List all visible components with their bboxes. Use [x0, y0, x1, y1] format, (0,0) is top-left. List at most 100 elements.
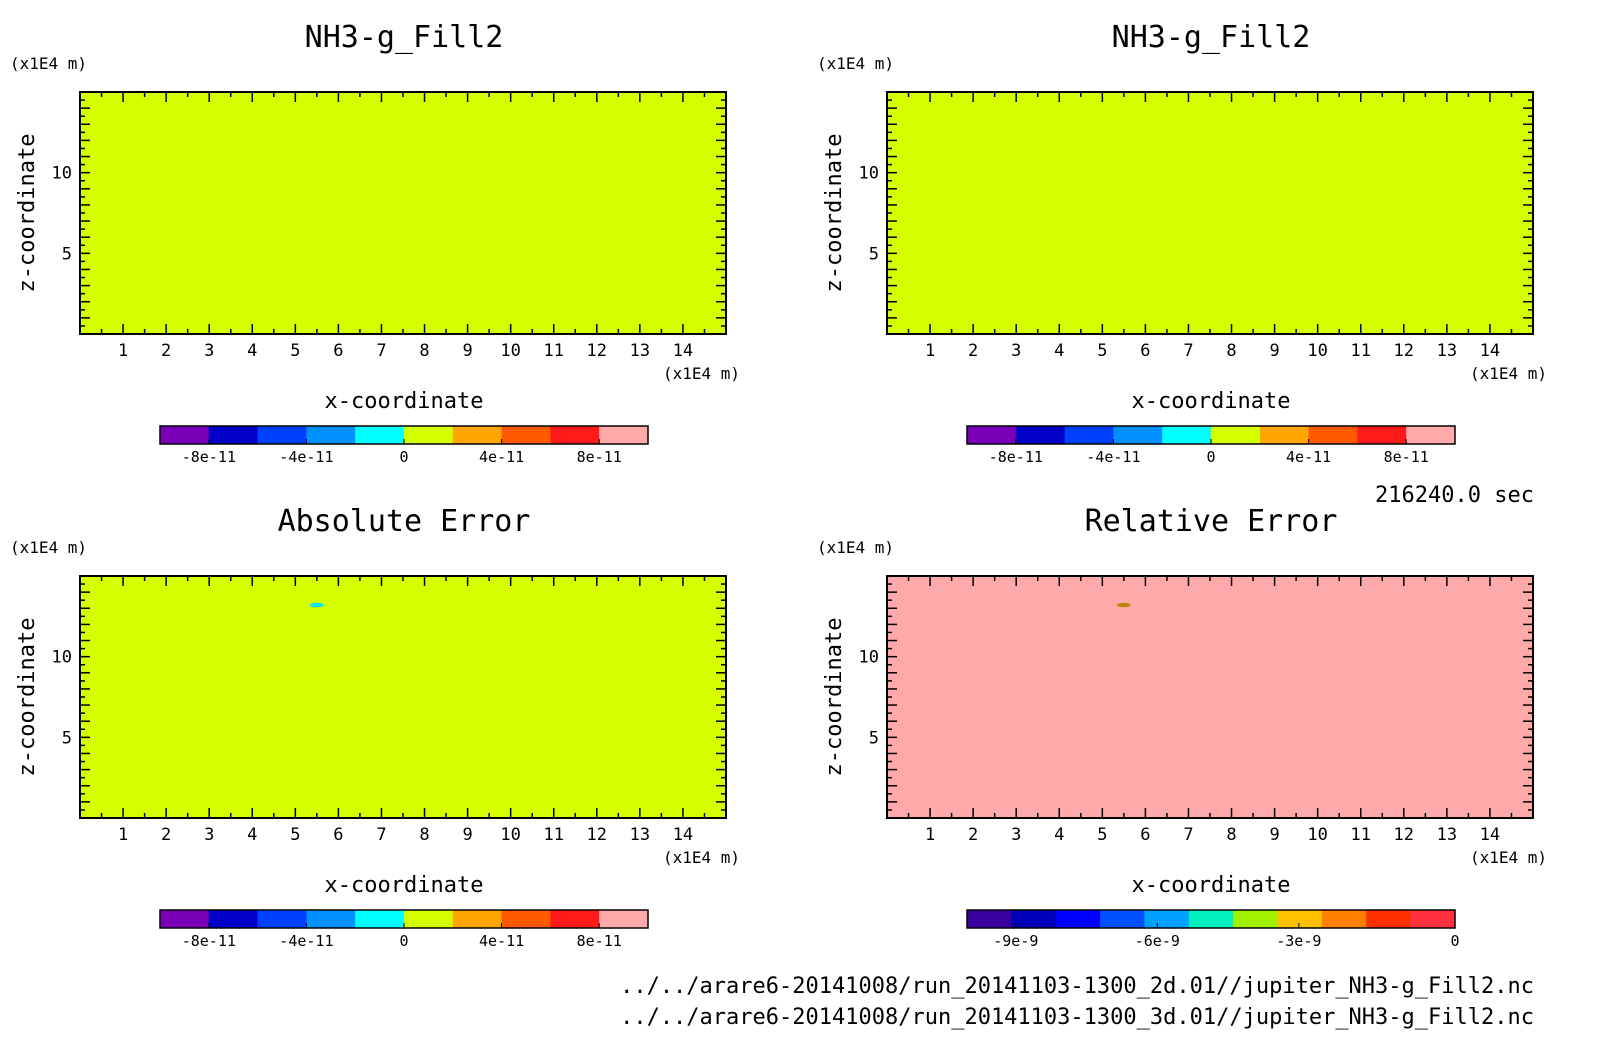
chart-fill2-top-left-x-tick-label: 1 — [118, 341, 128, 361]
chart-fill2-top-left-x-tick-label: 12 — [587, 341, 607, 361]
chart-absolute-error-x-tick-label: 11 — [543, 825, 563, 845]
chart-relative-error-x-tick-label: 14 — [1480, 825, 1500, 845]
chart-fill2-top-left-x-axis-label: x-coordinate — [325, 389, 484, 414]
chart-relative-error-x-tick-label: 8 — [1226, 825, 1236, 845]
chart-fill2-top-left-x-tick-label: 10 — [500, 341, 520, 361]
chart-fill2-top-right-colorbar-segment — [1308, 426, 1358, 444]
chart-fill2-top-right-x-tick-label: 6 — [1140, 341, 1150, 361]
chart-fill2-top-left-colorbar-segment — [306, 426, 356, 444]
chart-fill2-top-right-x-tick-label: 2 — [968, 341, 978, 361]
chart-relative-error-colorbar-segment — [1011, 910, 1057, 928]
chart-fill2-top-left-colorbar-segment — [404, 426, 454, 444]
chart-relative-error-colorbar-segment — [1366, 910, 1412, 928]
chart-fill2-top-right-x-tick-label: 14 — [1480, 341, 1500, 361]
chart-relative-error: Relative Error(x1E4 m)1 2 3 4 5 6 7 8 9 10 11 12 13 1… — [817, 504, 1547, 950]
chart-fill2-top-right-colorbar-segment — [1015, 426, 1066, 444]
chart-fill2-top-right-y-unit: (x1E4 m) — [817, 54, 894, 73]
chart-fill2-top-left-y-tick-label: 5 — [62, 244, 72, 264]
chart-relative-error-colorbar-segment — [1277, 910, 1323, 928]
chart-absolute-error-x-axis-label: x-coordinate — [325, 873, 484, 898]
chart-relative-error-x-tick-label: 7 — [1183, 825, 1193, 845]
chart-fill2-top-left-colorbar-tick-label: -8e-11 — [182, 448, 236, 466]
chart-fill2-top-left-x-tick-label: 13 — [630, 341, 650, 361]
chart-fill2-top-left-y-unit: (x1E4 m) — [10, 54, 87, 73]
chart-absolute-error-x-tick-label: 1 — [118, 825, 128, 845]
chart-absolute-error-y-unit: (x1E4 m) — [10, 538, 87, 557]
chart-absolute-error-colorbar-tick-label: -8e-11 — [182, 932, 236, 950]
time-label: 216240.0 sec — [1375, 483, 1534, 508]
chart-absolute-error-colorbar-segment — [257, 910, 307, 928]
footer-file-path-2d: ../../arare6-20141008/run_20141103-1300_… — [620, 974, 1534, 999]
chart-relative-error-colorbar-tick-label: -3e-9 — [1276, 932, 1321, 950]
chart-absolute-error-x-tick-label: 4 — [247, 825, 257, 845]
chart-relative-error-colorbar-segment — [1100, 910, 1145, 928]
chart-fill2-top-right-x-unit: (x1E4 m) — [1470, 364, 1547, 383]
chart-fill2-top-left-x-tick-label: 11 — [543, 341, 563, 361]
chart-fill2-top-right-colorbar-tick-label: 8e-11 — [1384, 448, 1429, 466]
chart-fill2-top-right-x-tick-label: 9 — [1269, 341, 1279, 361]
chart-absolute-error: Absolute Error(x1E4 m)1 2 3 4 5 6 7 8 9 10 11 12 13 1… — [10, 504, 740, 950]
chart-absolute-error-colorbar-tick-label: 8e-11 — [577, 932, 622, 950]
chart-fill2-top-left-title: NH3-g_Fill2 — [305, 20, 504, 55]
chart-fill2-top-right-colorbar-segment — [967, 426, 1017, 444]
chart-relative-error-y-unit: (x1E4 m) — [817, 538, 894, 557]
chart-fill2-top-left-field — [80, 92, 726, 334]
chart-fill2-top-left-colorbar-tick-label: -4e-11 — [279, 448, 333, 466]
chart-fill2-top-left-x-tick-label: 14 — [673, 341, 693, 361]
chart-fill2-top-left-colorbar-segment — [355, 426, 405, 444]
chart-fill2-top-left-x-tick-label: 8 — [419, 341, 429, 361]
chart-relative-error-title: Relative Error — [1085, 504, 1338, 539]
chart-fill2-top-left-colorbar-segment — [208, 426, 259, 444]
chart-relative-error-x-tick-label: 9 — [1269, 825, 1279, 845]
chart-fill2-top-left-colorbar-segment — [257, 426, 307, 444]
chart-fill2-top-left-colorbar-tick-label: 4e-11 — [479, 448, 524, 466]
chart-absolute-error-colorbar-segment — [452, 910, 503, 928]
chart-fill2-top-right-x-axis-label: x-coordinate — [1132, 389, 1291, 414]
chart-relative-error-x-tick-label: 13 — [1437, 825, 1457, 845]
footer-file-path-3d: ../../arare6-20141008/run_20141103-1300_… — [620, 1005, 1534, 1030]
chart-relative-error-x-tick-label: 12 — [1394, 825, 1414, 845]
chart-absolute-error-y-tick-label: 10 — [52, 648, 72, 668]
chart-absolute-error-colorbar-segment — [501, 910, 551, 928]
chart-fill2-top-right-y-tick-label: 5 — [869, 244, 879, 264]
chart-fill2-top-left-x-tick-label: 7 — [376, 341, 386, 361]
chart-fill2-top-right-colorbar-tick-label: -4e-11 — [1086, 448, 1140, 466]
chart-absolute-error-y-axis-label: z-coordinate — [15, 618, 40, 777]
chart-relative-error-y-axis-label: z-coordinate — [822, 618, 847, 777]
chart-fill2-top-right-x-tick-label: 8 — [1226, 341, 1236, 361]
chart-relative-error-x-tick-label: 3 — [1011, 825, 1021, 845]
chart-fill2-top-right-x-tick-label: 13 — [1437, 341, 1457, 361]
chart-absolute-error-colorbar-segment — [355, 910, 405, 928]
chart-fill2-top-left-colorbar-tick-label: 8e-11 — [577, 448, 622, 466]
chart-fill2-top-right-field — [887, 92, 1533, 334]
chart-relative-error-colorbar-segment — [1144, 910, 1190, 928]
chart-fill2-top-right-x-tick-label: 1 — [925, 341, 935, 361]
chart-fill2-top-left-x-unit: (x1E4 m) — [663, 364, 740, 383]
chart-relative-error-colorbar-segment — [1233, 910, 1279, 928]
chart-relative-error-colorbar-segment — [1055, 910, 1101, 928]
chart-absolute-error-colorbar-segment — [160, 910, 210, 928]
chart-fill2-top-right-x-tick-label: 12 — [1394, 341, 1414, 361]
chart-fill2-top-left-colorbar-segment — [160, 426, 210, 444]
chart-fill2-top-right-x-tick-label: 11 — [1350, 341, 1370, 361]
chart-fill2-top-right-colorbar-segment — [1211, 426, 1261, 444]
chart-relative-error-colorbar-segment — [967, 910, 1012, 928]
chart-relative-error-x-axis-label: x-coordinate — [1132, 873, 1291, 898]
chart-fill2-top-right-y-axis-label: z-coordinate — [822, 134, 847, 293]
chart-fill2-top-left-y-tick-label: 10 — [52, 164, 72, 184]
chart-relative-error-x-tick-label: 1 — [925, 825, 935, 845]
chart-absolute-error-x-tick-label: 6 — [333, 825, 343, 845]
chart-relative-error-colorbar-segment — [1321, 910, 1367, 928]
chart-absolute-error-x-tick-label: 3 — [204, 825, 214, 845]
chart-absolute-error-x-tick-label: 7 — [376, 825, 386, 845]
chart-fill2-top-right-colorbar-tick-label: 4e-11 — [1286, 448, 1331, 466]
chart-relative-error-colorbar-frame — [966, 909, 1456, 929]
chart-absolute-error-x-tick-label: 8 — [419, 825, 429, 845]
chart-absolute-error-colorbar-segment — [208, 910, 259, 928]
chart-absolute-error-colorbar-segment — [404, 910, 454, 928]
chart-relative-error-colorbar-tick-label: 0 — [1450, 932, 1459, 950]
chart-fill2-top-right-colorbar-segment — [1406, 426, 1456, 444]
chart-fill2-top-right-colorbar-segment — [1162, 426, 1212, 444]
chart-fill2-top-left-colorbar-segment — [501, 426, 551, 444]
